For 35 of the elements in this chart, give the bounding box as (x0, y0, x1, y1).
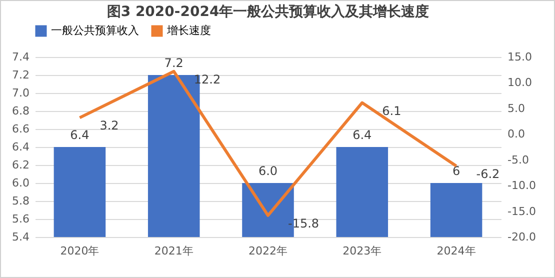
y-tick-label: 5.6 (12, 212, 30, 226)
y-tick-label: 5.4 (12, 230, 30, 244)
x-tick-label: 2021年 (154, 244, 194, 258)
y2-tick-label: 15.0 (508, 50, 532, 64)
y-tick-label: 6.6 (12, 122, 30, 136)
data-label: 6 (452, 164, 460, 178)
y2-tick-label: -10.0 (508, 179, 536, 192)
y-tick-label: 6.8 (12, 104, 30, 118)
y2-tick-label: -15.0 (508, 204, 536, 218)
data-label: 3.2 (100, 118, 119, 133)
data-label: 6.4 (352, 128, 372, 142)
y-tick-label: 6.2 (12, 158, 30, 172)
y2-tick-label: 0.0 (508, 128, 525, 141)
data-label: 6.1 (382, 104, 402, 118)
y2-tick-label: -20.0 (508, 230, 536, 244)
y2-tick-label: 5.0 (508, 102, 525, 115)
y-tick-label: 7.4 (12, 50, 30, 64)
legend-label: 增长速度 (166, 24, 211, 37)
data-label: 7.2 (164, 56, 184, 70)
y2-tick-label: 10.0 (508, 76, 532, 90)
y-tick-label: 6.0 (12, 176, 30, 190)
x-tick-label: 2023年 (342, 244, 382, 258)
data-label: 6.0 (258, 164, 278, 178)
legend-label: 一般公共预算收入 (51, 24, 139, 37)
y2-tick-label: -5.0 (508, 153, 529, 166)
x-tick-label: 2020年 (60, 244, 100, 258)
y-tick-label: 6.4 (12, 140, 30, 154)
x-tick-label: 2022年 (248, 244, 288, 258)
y-tick-label: 5.8 (12, 194, 30, 208)
y-tick-label: 7.0 (12, 86, 30, 100)
chart-title: 图3 2020-2024年一般公共预算收入及其增长速度 (106, 3, 430, 20)
data-label: 6.4 (70, 128, 90, 142)
data-label: -6.2 (476, 167, 500, 182)
x-tick-label: 2024年 (436, 244, 476, 258)
y-tick-label: 7.2 (12, 68, 30, 82)
